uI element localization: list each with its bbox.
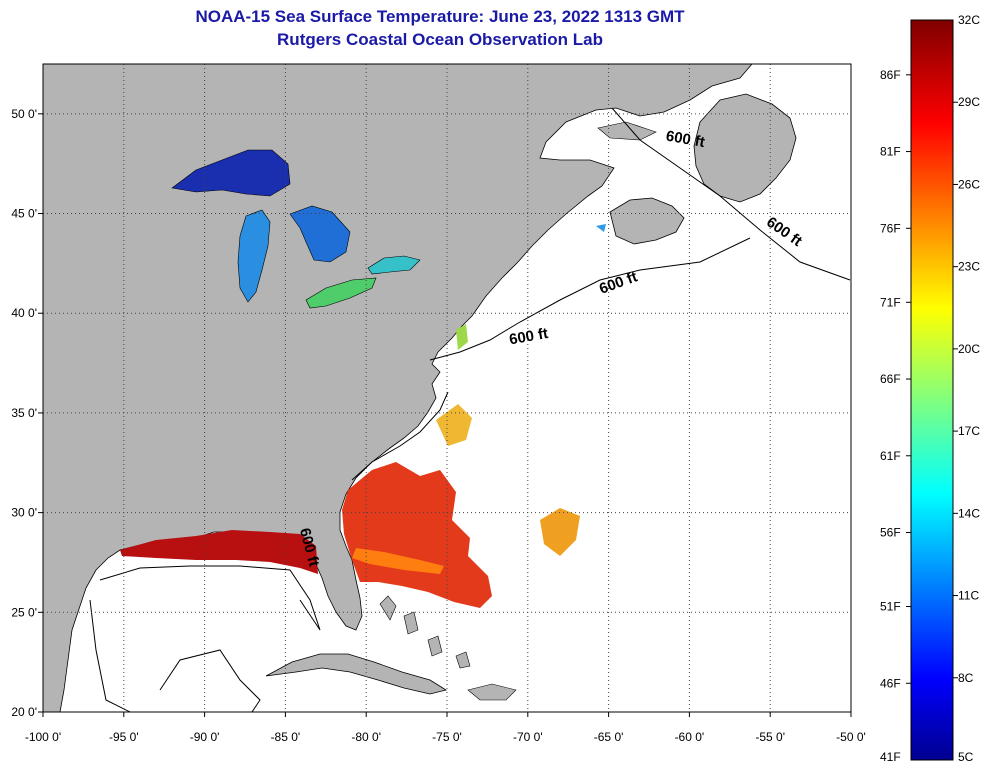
lon-tick-label: -55 0' <box>755 730 785 744</box>
celsius-label: 8C <box>958 671 974 685</box>
fahrenheit-label: 66F <box>880 372 901 386</box>
lat-tick-label: 35 0' <box>11 406 37 420</box>
lon-tick-label: -70 0' <box>513 730 543 744</box>
celsius-label: 14C <box>958 506 980 520</box>
fahrenheit-label: 71F <box>880 295 901 309</box>
celsius-label: 11C <box>958 589 979 603</box>
lat-tick-label: 50 0' <box>11 107 37 121</box>
lake-huron <box>289 205 351 263</box>
map-plot-area <box>43 64 851 712</box>
lake-erie <box>305 277 377 309</box>
isobath-label: 600 ft <box>508 325 550 349</box>
lake-ontario <box>367 255 421 275</box>
lat-tick-label: 45 0' <box>11 207 37 221</box>
coastal-cool-sst <box>456 324 468 350</box>
gulf-stream-core <box>352 548 444 574</box>
fahrenheit-label: 41F <box>880 750 901 764</box>
lake-michigan <box>237 209 271 303</box>
offshore-sst-patch <box>540 508 580 556</box>
lat-tick-label: 20 0' <box>11 705 37 719</box>
lon-tick-label: -100 0' <box>25 730 61 744</box>
celsius-label: 17C <box>958 424 980 438</box>
lon-tick-label: -65 0' <box>594 730 624 744</box>
fahrenheit-label: 51F <box>880 600 901 614</box>
gulf-island <box>597 121 657 141</box>
cuba-landmass <box>265 653 448 695</box>
map-axis-ticks: -100 0' -95 0' -90 0' -85 0' -80 0' -75 0' -70… <box>11 107 865 744</box>
isobath-600ft-contour <box>89 107 851 712</box>
mid-atlantic-sst-patch <box>436 404 472 446</box>
lon-tick-label: -85 0' <box>271 730 301 744</box>
lat-tick-label: 40 0' <box>11 306 37 320</box>
fahrenheit-label: 61F <box>880 449 901 463</box>
lat-tick-label: 30 0' <box>11 506 37 520</box>
map-title: NOAA-15 Sea Surface Temperature: June 23… <box>195 7 685 26</box>
gulf-warm-sst <box>120 530 318 574</box>
fahrenheit-label: 81F <box>880 145 901 159</box>
graticule <box>43 64 851 712</box>
temperature-colorbar: 32C 29C 26C 23C 20C 17C 14C 11C 8C 5C 86F 81F 76F 71F… <box>880 13 980 764</box>
lon-tick-label: -60 0' <box>675 730 705 744</box>
fahrenheit-label: 76F <box>880 221 901 235</box>
lon-tick-label: -75 0' <box>432 730 462 744</box>
colorbar-gradient <box>910 19 954 761</box>
celsius-label: 20C <box>958 342 980 356</box>
atlantic-warm-sst <box>342 462 492 608</box>
fahrenheit-label: 56F <box>880 526 901 540</box>
celsius-label: 26C <box>958 177 980 191</box>
lon-tick-label: -90 0' <box>190 730 220 744</box>
lat-tick-label: 25 0' <box>11 605 37 619</box>
bay-of-fundy-sst <box>596 224 606 232</box>
lon-tick-label: -80 0' <box>351 730 381 744</box>
hispaniola-landmass <box>467 683 517 701</box>
celsius-label: 29C <box>958 95 980 109</box>
lake-superior <box>171 149 291 197</box>
celsius-label: 5C <box>958 750 974 764</box>
map-subtitle: Rutgers Coastal Ocean Observation Lab <box>277 30 603 49</box>
celsius-label: 32C <box>958 13 980 27</box>
colorbar-labels: 32C 29C 26C 23C 20C 17C 14C 11C 8C 5C 86F 81F 76F 71F… <box>880 13 980 764</box>
lon-tick-label: -95 0' <box>109 730 139 744</box>
celsius-label: 23C <box>958 260 980 274</box>
fahrenheit-label: 46F <box>880 676 901 690</box>
nova-scotia-landmass <box>609 197 685 245</box>
fahrenheit-label: 86F <box>880 68 901 82</box>
isobath-label: 600 ft <box>665 128 707 152</box>
bahamas-islands <box>379 595 471 669</box>
lon-tick-label: -50 0' <box>836 730 866 744</box>
